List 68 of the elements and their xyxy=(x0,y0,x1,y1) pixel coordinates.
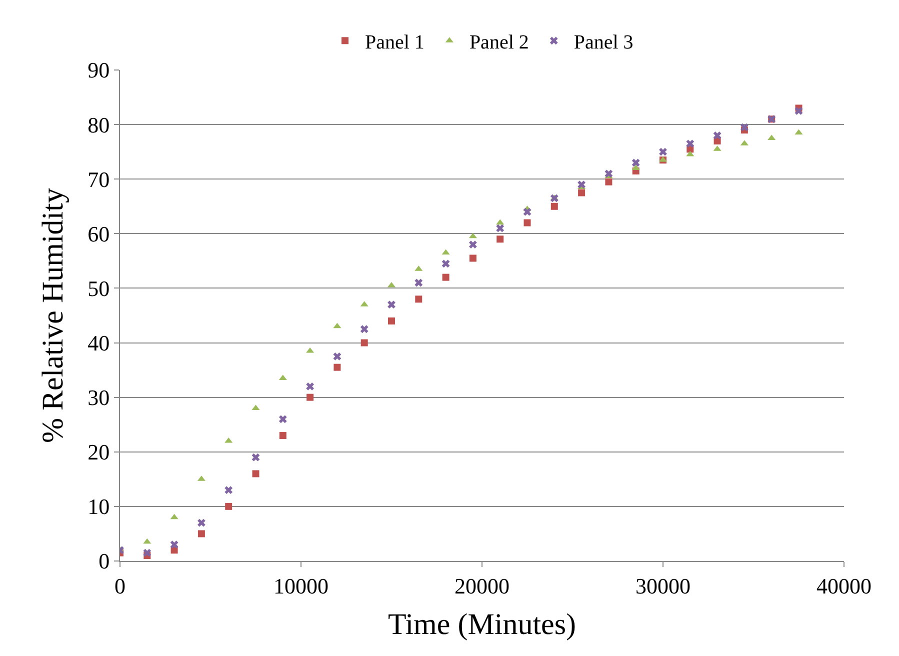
point xyxy=(333,322,342,328)
point xyxy=(496,224,504,232)
point xyxy=(252,453,260,462)
point xyxy=(578,189,586,196)
point xyxy=(468,240,477,249)
point xyxy=(550,194,558,202)
point xyxy=(278,415,287,424)
y-axis-title: % Relative Humidity xyxy=(36,188,70,443)
point xyxy=(143,548,152,557)
y-tick-label: 40 xyxy=(88,330,110,356)
point xyxy=(523,208,532,216)
point xyxy=(224,486,233,494)
point xyxy=(469,254,476,262)
point xyxy=(224,437,233,443)
point xyxy=(442,249,450,255)
point xyxy=(794,106,803,115)
point xyxy=(279,432,286,440)
point xyxy=(550,202,558,210)
y-tick-label: 20 xyxy=(88,440,110,465)
point xyxy=(306,347,314,353)
point xyxy=(306,382,314,390)
point xyxy=(334,364,341,371)
point xyxy=(605,178,612,186)
y-tick-label: 50 xyxy=(88,276,110,301)
point xyxy=(686,140,694,148)
point xyxy=(496,219,504,225)
y-tick-label: 90 xyxy=(88,58,110,83)
point xyxy=(388,300,396,309)
point xyxy=(252,470,260,478)
y-tick-label: 30 xyxy=(88,385,110,410)
legend-label: Panel 3 xyxy=(574,31,634,54)
y-tick-label: 80 xyxy=(88,112,110,138)
point xyxy=(197,518,206,527)
x-tick-label: 20000 xyxy=(454,573,510,598)
point xyxy=(388,317,395,324)
point xyxy=(442,274,450,281)
point xyxy=(604,170,613,178)
point xyxy=(360,325,368,334)
point xyxy=(659,148,667,156)
y-tick-label: 10 xyxy=(88,494,110,520)
point xyxy=(306,394,314,401)
point xyxy=(578,180,586,189)
point xyxy=(414,278,423,287)
point xyxy=(415,296,422,303)
point xyxy=(713,132,722,140)
x-tick-label: 30000 xyxy=(636,573,690,598)
y-tick-label: 0 xyxy=(98,548,110,574)
point xyxy=(198,530,205,538)
y-tick-label: 60 xyxy=(88,221,110,246)
point xyxy=(333,352,342,360)
point xyxy=(143,538,152,544)
x-axis-title: Time (Minutes) xyxy=(388,608,576,641)
point xyxy=(442,260,450,268)
point xyxy=(360,339,368,346)
point xyxy=(225,502,232,510)
y-tick-label: 70 xyxy=(88,166,110,192)
legend-label: Panel 1 xyxy=(365,31,424,54)
point xyxy=(740,123,748,132)
legend-label: Panel 2 xyxy=(469,31,529,54)
x-tick-label: 10000 xyxy=(274,573,328,598)
x-tick-label: 40000 xyxy=(816,573,872,598)
point xyxy=(632,158,640,167)
x-tick-label: 0 xyxy=(114,573,126,598)
point xyxy=(468,232,477,238)
point xyxy=(496,236,504,243)
point xyxy=(170,514,178,520)
point xyxy=(170,540,178,549)
point xyxy=(524,219,531,226)
